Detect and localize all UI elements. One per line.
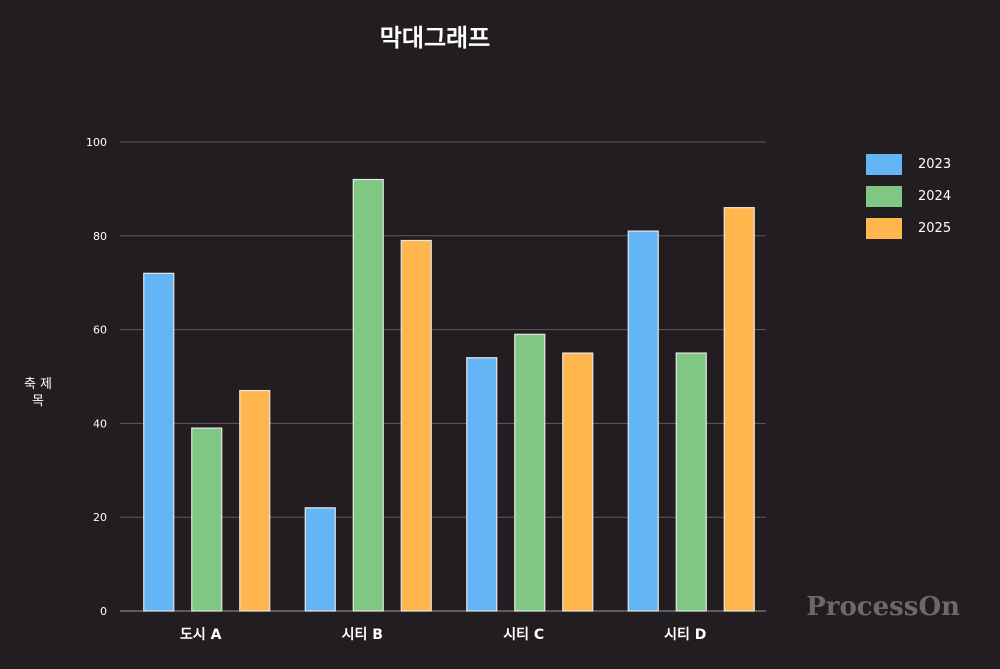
y-tick-label: 20 xyxy=(93,511,107,524)
y-tick-label: 40 xyxy=(93,417,107,430)
y-tick-label: 80 xyxy=(93,230,107,243)
bar xyxy=(675,352,707,612)
bar xyxy=(352,178,384,612)
bar xyxy=(239,389,271,612)
y-tick-label: 100 xyxy=(86,136,107,149)
bar xyxy=(627,230,659,612)
x-tick-label: 시티 C xyxy=(503,627,544,643)
legend-swatch xyxy=(866,185,902,207)
legend-label: 2024 xyxy=(918,188,952,204)
y-tick-label: 60 xyxy=(93,324,107,337)
y-axis-label-line-1: 축 제 xyxy=(23,377,53,392)
bar xyxy=(562,352,594,612)
x-tick-label: 시티 B xyxy=(342,627,383,643)
legend-item[interactable]: 2023 xyxy=(866,148,951,180)
legend-swatch xyxy=(866,217,902,239)
legend-label: 2025 xyxy=(918,220,952,236)
y-axis-label-line-2: 목 xyxy=(32,394,44,409)
bar xyxy=(466,357,498,612)
x-tick-label: 시티 D xyxy=(664,627,706,643)
bar xyxy=(400,239,432,612)
legend-label: 2023 xyxy=(918,156,952,172)
legend: 2023 2024 2025 xyxy=(866,148,951,244)
y-tick-label: 0 xyxy=(100,605,107,618)
bar xyxy=(514,333,546,612)
bar xyxy=(143,272,175,612)
legend-swatch xyxy=(866,153,902,175)
y-axis-label: 축 제 목 xyxy=(18,376,58,410)
watermark-processon: ProcessOn xyxy=(806,592,960,622)
x-tick-label: 도시 A xyxy=(180,627,222,643)
legend-item[interactable]: 2025 xyxy=(866,212,951,244)
legend-item[interactable]: 2024 xyxy=(866,180,951,212)
bar xyxy=(191,427,223,612)
chart-title: 막대그래프 xyxy=(379,24,491,52)
bar xyxy=(723,207,755,612)
bar xyxy=(304,507,336,612)
y-tick-labels: 0 20 40 60 80 100 xyxy=(86,136,107,618)
x-tick-labels: 도시 A 시티 B 시티 C 시티 D xyxy=(180,627,706,643)
bars xyxy=(143,178,755,612)
